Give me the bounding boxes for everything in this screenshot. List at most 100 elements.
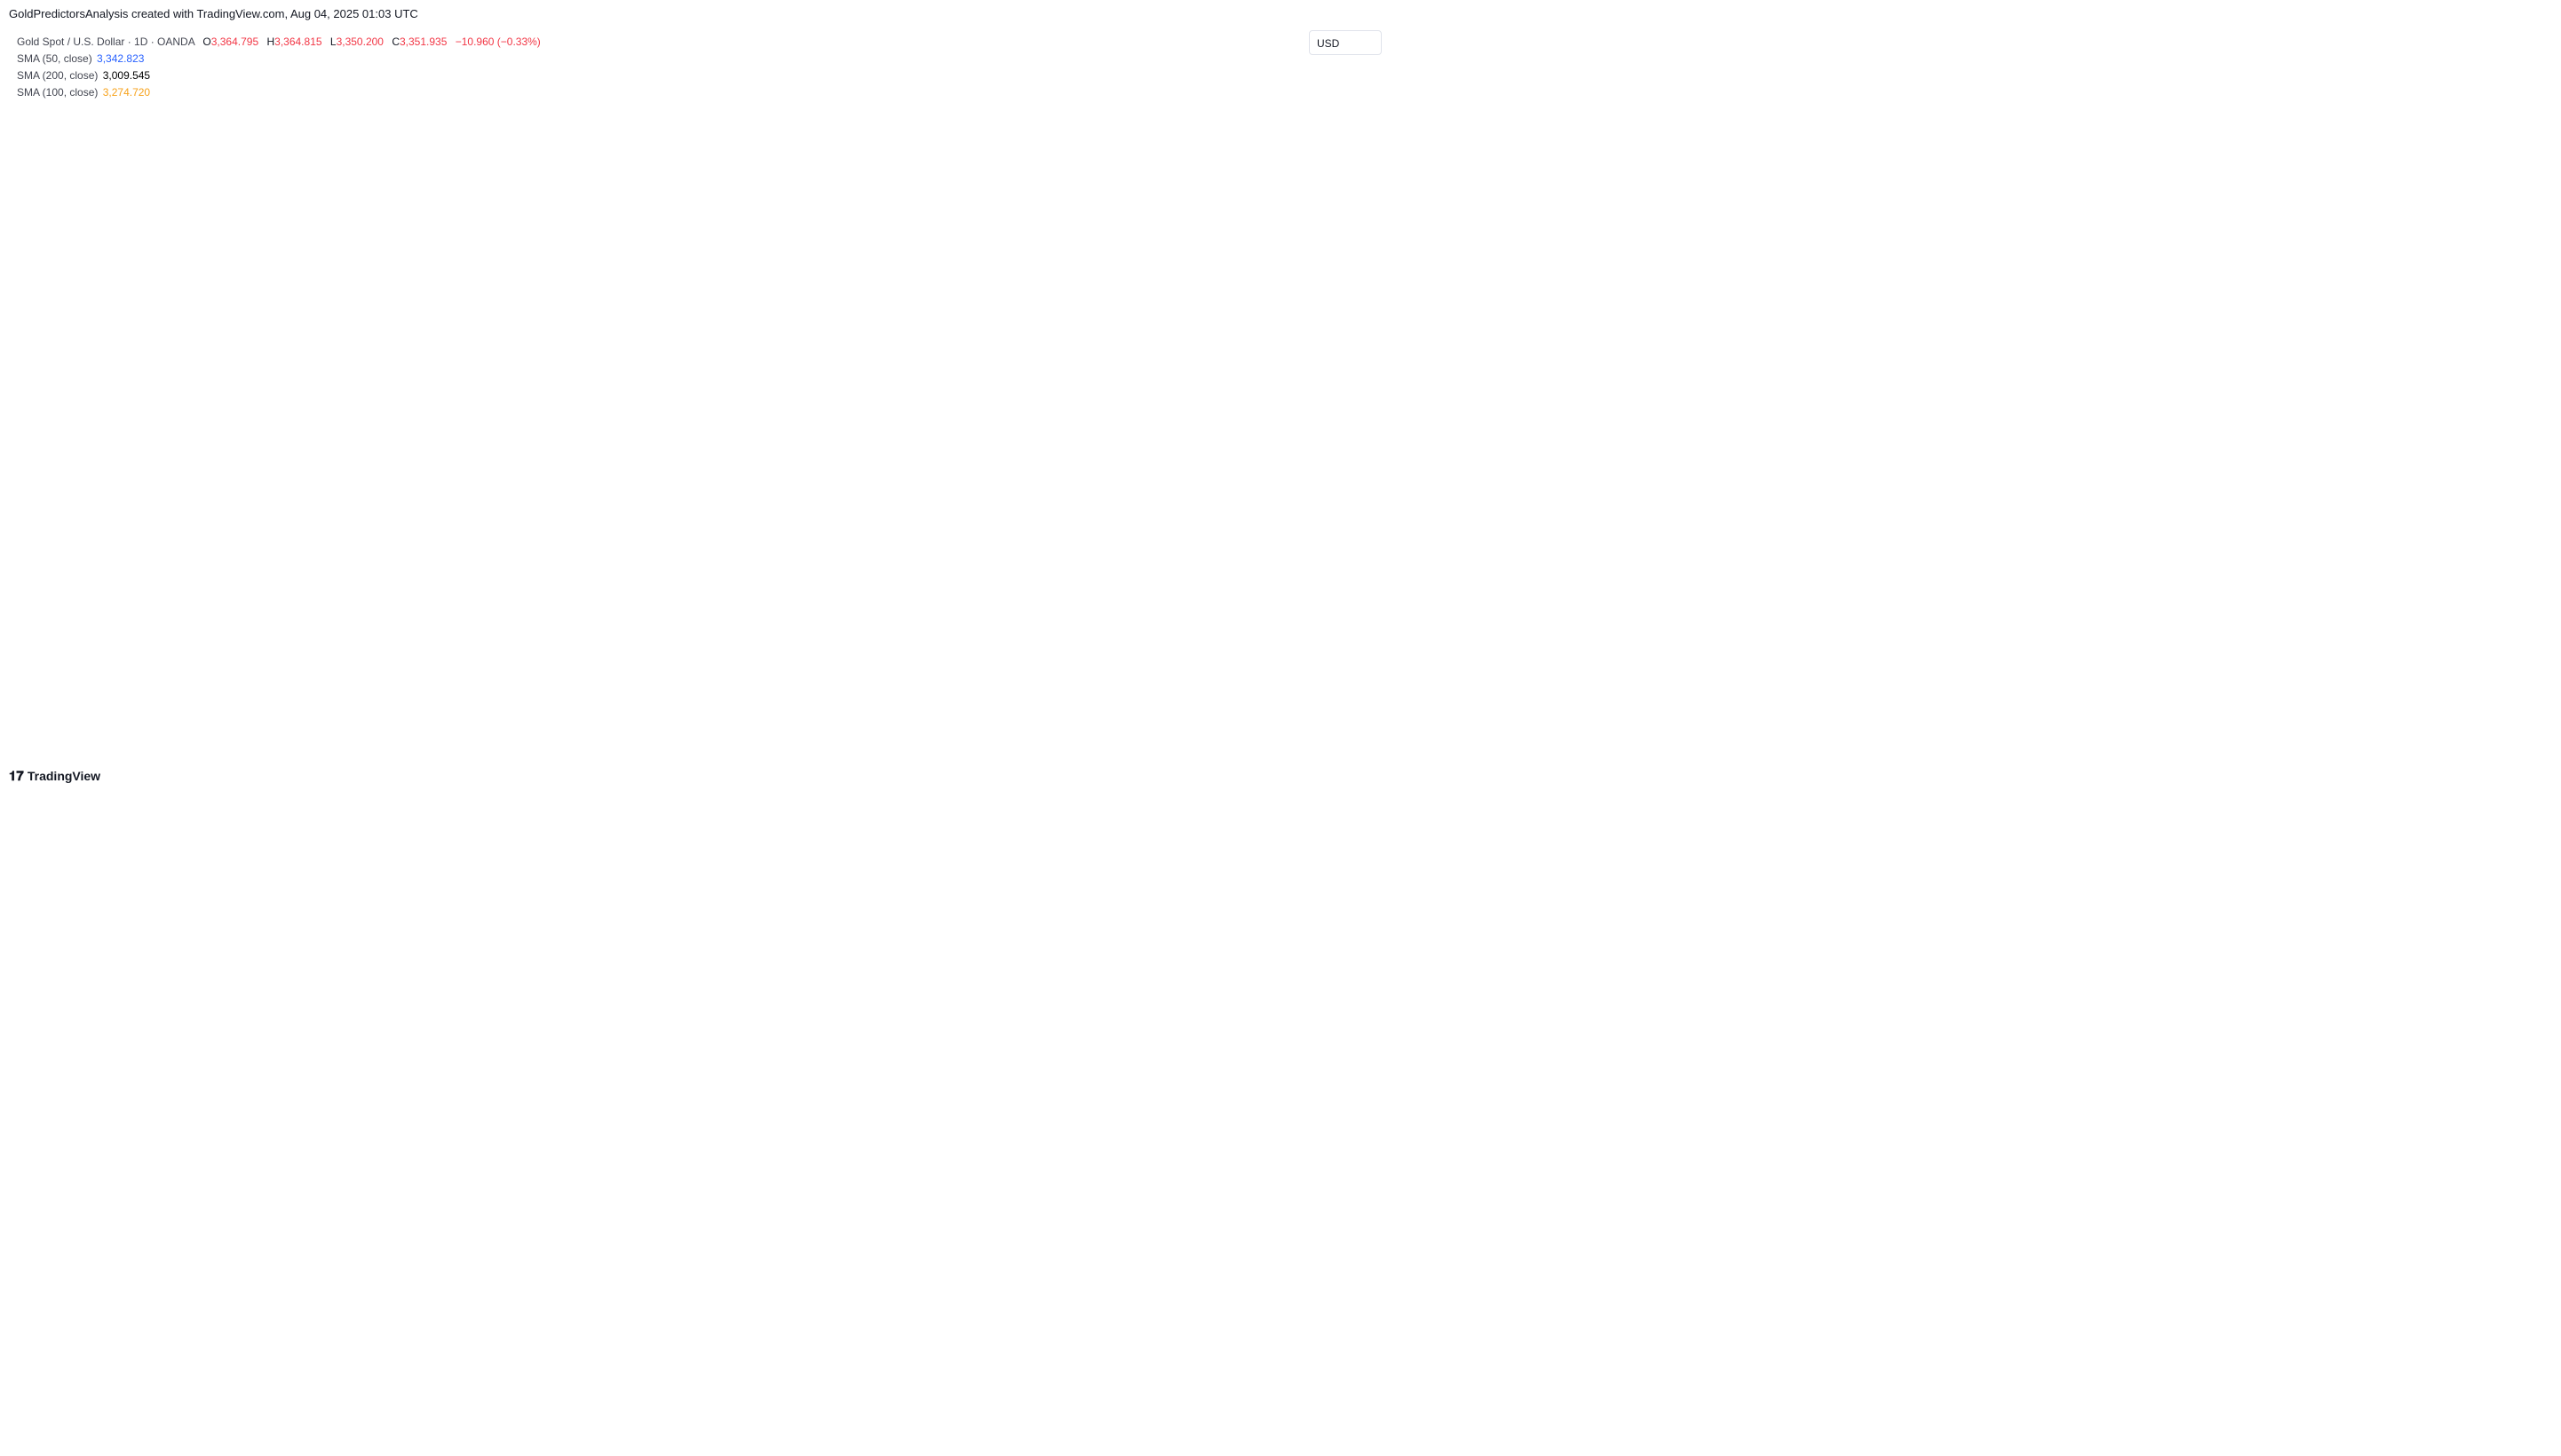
sma200-legend-row[interactable]: SMA (200, close) 3,009.545 bbox=[17, 67, 541, 84]
candle-body bbox=[666, 362, 670, 368]
candle-body bbox=[681, 353, 685, 355]
candle-body bbox=[822, 254, 825, 260]
wedge-label: Ascending broadening wedge bbox=[216, 357, 368, 369]
candle-body bbox=[795, 292, 797, 295]
candle-body bbox=[896, 190, 899, 194]
candle-body bbox=[22, 493, 26, 501]
rsi-legend[interactable]: RSI (14, close) 51.76 ∅ ∅ bbox=[17, 618, 157, 630]
candle-body bbox=[121, 505, 123, 508]
bottom-arc-2 bbox=[625, 395, 662, 406]
currency-button[interactable]: USD bbox=[1309, 30, 1382, 55]
candle-body bbox=[323, 434, 326, 438]
candle-body bbox=[620, 391, 623, 394]
candle-body bbox=[351, 429, 353, 432]
price-chart[interactable]: 3,500.000 3,300.000 3,100.000 2,900.000 2,80… bbox=[0, 0, 1392, 792]
tradingview-logo[interactable]: 𝟏𝟕 TradingView bbox=[9, 769, 101, 784]
wedge-callout[interactable]: Ascending broadening wedge bbox=[210, 348, 374, 431]
candle-body bbox=[580, 362, 583, 366]
price-tick-label: 2,900.000 bbox=[1312, 284, 1364, 297]
candle-body bbox=[44, 501, 47, 504]
candle-body bbox=[307, 433, 311, 443]
candle-body bbox=[99, 479, 102, 492]
candle-body bbox=[592, 356, 596, 359]
price-axis[interactable]: 3,500.000 3,300.000 3,100.000 2,900.000 2,80… bbox=[1312, 98, 1364, 581]
candle-body bbox=[669, 362, 672, 366]
candle-body bbox=[440, 368, 442, 376]
candle-body bbox=[173, 503, 176, 513]
sma100-legend-row[interactable]: SMA (100, close) 3,274.720 bbox=[17, 84, 541, 101]
candle-body bbox=[482, 327, 486, 343]
candle-body bbox=[700, 337, 702, 340]
candle-body bbox=[516, 389, 519, 392]
candle-body bbox=[369, 406, 372, 408]
candle-body bbox=[746, 289, 749, 293]
candle-body bbox=[1021, 143, 1025, 151]
candle-body bbox=[902, 162, 905, 170]
candle-body bbox=[764, 273, 767, 287]
candle-body bbox=[546, 390, 550, 392]
support-2700-line bbox=[15, 376, 1155, 468]
rsi-line bbox=[8, 621, 1162, 713]
candle-body bbox=[528, 404, 531, 413]
price-tick-label: 3,100.000 bbox=[1312, 218, 1364, 232]
candle-body bbox=[237, 456, 241, 458]
lightning-icon[interactable] bbox=[1160, 586, 1179, 605]
time-tick-label: Oct bbox=[407, 736, 425, 749]
candle-body bbox=[139, 523, 142, 525]
time-tick-label: 2025 bbox=[629, 736, 654, 749]
candle-body bbox=[41, 501, 44, 506]
candle-body bbox=[274, 454, 277, 464]
candle-body bbox=[433, 372, 436, 382]
price-tag-symbol: XAUUSD bbox=[1251, 143, 1300, 156]
candle-body bbox=[341, 443, 345, 445]
candle-body bbox=[791, 292, 795, 298]
candle-body bbox=[635, 382, 638, 393]
price-tick-label: 2,260.000 bbox=[1312, 532, 1364, 545]
candle-body bbox=[892, 194, 896, 208]
candle-body bbox=[408, 376, 412, 378]
candle-body bbox=[773, 269, 776, 273]
candle-body bbox=[353, 418, 357, 432]
channel-fill bbox=[16, 156, 1165, 575]
candle-body bbox=[148, 520, 151, 522]
candle-body bbox=[687, 349, 691, 351]
sma50-legend-row[interactable]: SMA (50, close) 3,342.823 bbox=[17, 51, 541, 67]
candle-body bbox=[115, 495, 118, 508]
time-axis[interactable]: May Jun Jul Aug Sep Oct Nov Dec 2025 Feb Mar Apr May… bbox=[30, 736, 1248, 749]
symbol-title: Gold Spot / U.S. Dollar · 1D · OANDA bbox=[17, 36, 195, 48]
candle-body bbox=[1101, 138, 1104, 140]
candle-body bbox=[899, 170, 902, 191]
candle-body bbox=[385, 396, 387, 400]
candle-body bbox=[298, 439, 302, 449]
candle-body bbox=[1114, 142, 1116, 144]
candle-body bbox=[480, 335, 482, 343]
channel-mid-line bbox=[15, 210, 1139, 523]
symbol-legend-row[interactable]: Gold Spot / U.S. Dollar · 1D · OANDA O3,… bbox=[17, 34, 541, 51]
candle-body bbox=[657, 368, 660, 371]
candle-body bbox=[685, 350, 687, 354]
candle-body bbox=[1027, 138, 1031, 141]
candle-body bbox=[262, 462, 265, 463]
candle-body bbox=[730, 299, 733, 305]
chart-legend: Gold Spot / U.S. Dollar · 1D · OANDA O3,… bbox=[17, 34, 541, 101]
candle-body bbox=[240, 456, 243, 458]
candle-body bbox=[871, 226, 875, 237]
candle-body bbox=[72, 479, 75, 483]
candle-body bbox=[599, 368, 602, 373]
candle-body bbox=[28, 498, 32, 507]
channel-callout[interactable]: Ascending channel bbox=[89, 540, 210, 597]
candle-body bbox=[552, 389, 556, 392]
candle-body bbox=[485, 327, 488, 334]
candle-body bbox=[1012, 163, 1015, 168]
candle-body bbox=[574, 369, 577, 371]
candle-body bbox=[1015, 154, 1019, 164]
candle-body bbox=[243, 452, 246, 457]
candle-body bbox=[421, 376, 424, 382]
candle-body bbox=[185, 504, 188, 510]
candle-body bbox=[819, 254, 822, 260]
candle-body bbox=[448, 371, 452, 374]
time-tick-label: Feb bbox=[708, 736, 727, 749]
level-2700-box[interactable]: $2700 bbox=[1159, 360, 1205, 380]
candle-body bbox=[1135, 123, 1138, 132]
rsi-axis[interactable]: 80.00 60.00 40.00 bbox=[1312, 617, 1342, 708]
